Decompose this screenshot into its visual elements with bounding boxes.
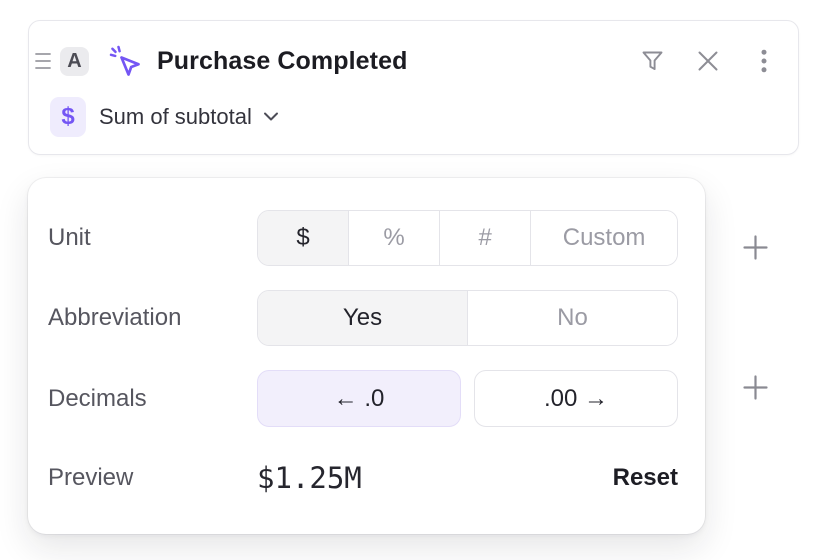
event-title[interactable]: Purchase Completed — [157, 46, 408, 75]
abbreviation-segmented-control: Yes No — [257, 290, 678, 346]
unit-row: Unit $ % # Custom — [48, 210, 678, 266]
event-card: A Purchase Completed $ — [28, 20, 799, 155]
more-menu-icon[interactable] — [752, 49, 776, 73]
drag-handle-icon[interactable] — [34, 50, 52, 72]
cursor-click-icon — [109, 44, 141, 78]
preview-label: Preview — [48, 464, 134, 491]
abbreviation-option-yes[interactable]: Yes — [258, 291, 467, 345]
decimals-row: Decimals ← .0 .00 → — [48, 370, 678, 427]
plus-icon — [742, 374, 769, 401]
reset-button[interactable]: Reset — [612, 464, 678, 491]
decimals-decrease-button[interactable]: ← .0 — [257, 370, 461, 427]
close-icon[interactable] — [696, 49, 720, 73]
number-format-panel: Unit $ % # Custom Abbreviation Yes No De… — [28, 178, 705, 534]
plus-icon — [742, 234, 769, 261]
metric-label: Sum of subtotal — [99, 104, 252, 129]
event-order-badge: A — [60, 46, 89, 76]
add-metric-button[interactable] — [741, 373, 769, 401]
abbreviation-option-no[interactable]: No — [467, 291, 677, 345]
unit-option-dollar[interactable]: $ — [258, 211, 349, 265]
unit-option-percent[interactable]: % — [348, 211, 440, 265]
abbreviation-label: Abbreviation — [48, 304, 182, 331]
decimals-controls: ← .0 .00 → — [257, 370, 678, 427]
decimals-increase-button[interactable]: .00 → — [474, 370, 678, 427]
abbreviation-row: Abbreviation Yes No — [48, 290, 678, 346]
unit-segmented-control: $ % # Custom — [257, 210, 678, 266]
unit-option-custom[interactable]: Custom — [530, 211, 677, 265]
preview-row: Preview $1.25M Reset — [48, 456, 678, 500]
add-event-button[interactable] — [741, 233, 769, 261]
metric-selector[interactable]: $ Sum of subtotal — [50, 97, 279, 137]
unit-option-number[interactable]: # — [439, 211, 531, 265]
preview-value: $1.25M — [257, 461, 362, 495]
metric-currency-icon: $ — [50, 97, 86, 137]
unit-label: Unit — [48, 224, 91, 251]
event-card-header: A Purchase Completed — [34, 44, 776, 78]
decimals-label: Decimals — [48, 384, 147, 412]
filter-icon[interactable] — [640, 49, 664, 73]
chevron-down-icon — [263, 112, 279, 122]
